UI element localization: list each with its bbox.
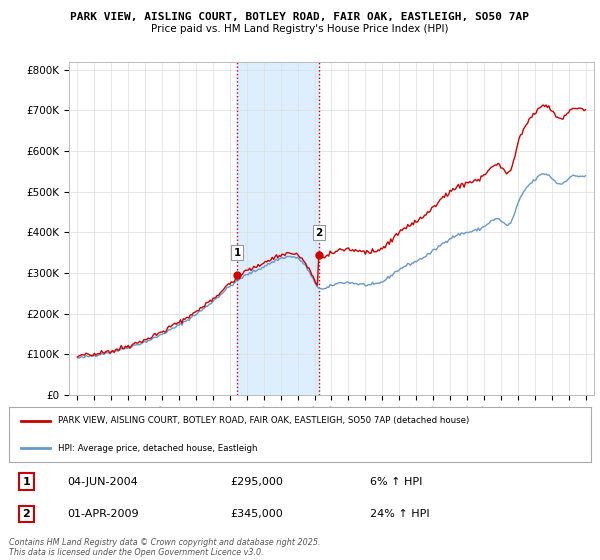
Text: 1: 1	[23, 477, 31, 487]
Text: 6% ↑ HPI: 6% ↑ HPI	[370, 477, 422, 487]
Text: 2: 2	[315, 227, 322, 237]
Text: £295,000: £295,000	[230, 477, 283, 487]
Text: Contains HM Land Registry data © Crown copyright and database right 2025.
This d: Contains HM Land Registry data © Crown c…	[9, 538, 320, 557]
Bar	[237, 62, 319, 395]
Text: PARK VIEW, AISLING COURT, BOTLEY ROAD, FAIR OAK, EASTLEIGH, SO50 7AP (detached h: PARK VIEW, AISLING COURT, BOTLEY ROAD, F…	[58, 416, 470, 426]
Text: HPI: Average price, detached house, Eastleigh: HPI: Average price, detached house, East…	[58, 444, 258, 453]
Text: 24% ↑ HPI: 24% ↑ HPI	[370, 509, 430, 519]
Text: PARK VIEW, AISLING COURT, BOTLEY ROAD, FAIR OAK, EASTLEIGH, SO50 7AP: PARK VIEW, AISLING COURT, BOTLEY ROAD, F…	[71, 12, 530, 22]
Text: 1: 1	[233, 248, 241, 258]
Text: Price paid vs. HM Land Registry's House Price Index (HPI): Price paid vs. HM Land Registry's House …	[151, 24, 449, 34]
Text: £345,000: £345,000	[230, 509, 283, 519]
Text: 04-JUN-2004: 04-JUN-2004	[67, 477, 138, 487]
Text: 2: 2	[23, 509, 31, 519]
Text: 01-APR-2009: 01-APR-2009	[67, 509, 139, 519]
